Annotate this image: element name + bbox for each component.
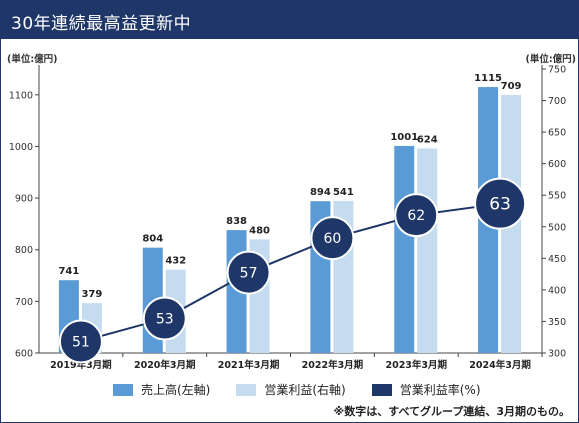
legend-swatch-sales — [113, 383, 133, 396]
right-tick-label-1: 350 — [548, 317, 566, 328]
margin-point-4 — [394, 193, 439, 238]
legend-label-margin: 営業利益率(%) — [399, 383, 481, 397]
legend-item-margin: 営業利益率(%) — [371, 381, 481, 398]
bar-sales-label-4: 1001 — [390, 132, 418, 143]
bar-operating-profit-label-0: 379 — [81, 289, 102, 300]
margin-point-label-2: 57 — [240, 266, 258, 282]
margin-point-label-3: 60 — [324, 231, 342, 247]
x-tick-label-3: 2022年3月期 — [302, 359, 364, 371]
left-tick-label-4: 1000 — [9, 142, 33, 153]
legend-label-operating-profit: 営業利益(右軸) — [264, 383, 346, 397]
right-tick-label-7: 650 — [548, 128, 566, 139]
bar-sales-label-1: 804 — [142, 234, 163, 245]
legend-item-sales: 売上高(左軸) — [113, 381, 210, 398]
left-tick-label-3: 900 — [15, 194, 33, 205]
left-tick-label-2: 800 — [15, 245, 33, 256]
legend-swatch-operating-profit — [236, 383, 257, 396]
legend-swatch-margin — [371, 383, 392, 396]
margin-point-label-0: 51 — [72, 335, 90, 351]
margin-point-label-1: 53 — [156, 312, 174, 328]
margin-point-label-4: 62 — [407, 208, 425, 224]
x-tick-label-2: 2021年3月期 — [218, 359, 280, 371]
right-tick-label-3: 450 — [548, 254, 566, 265]
right-axis-unit: (単位:億円) — [526, 53, 576, 65]
margin-point-5 — [474, 177, 527, 230]
x-tick-label-4: 2023年3月期 — [385, 359, 447, 371]
right-tick-label-2: 400 — [548, 285, 566, 296]
footnote: ※数字は、すべてグループ連結、3月期のもの。 — [333, 405, 570, 418]
right-tick-label-0: 300 — [548, 349, 566, 360]
right-tick-label-8: 700 — [548, 96, 566, 107]
left-tick-label-1: 700 — [15, 297, 33, 308]
x-tick-label-5: 2024年3月期 — [469, 359, 531, 371]
bar-sales-label-5: 1115 — [474, 73, 502, 84]
bar-sales-label-3: 894 — [310, 187, 331, 198]
bar-operating-profit-label-5: 709 — [501, 81, 522, 92]
chart-area: (単位:億円) (単位:億円) 600 700 800 900 1000 1100 300 350… — [7, 53, 576, 371]
bar-operating-profit-label-2: 480 — [249, 225, 270, 236]
legend: 売上高(左軸) 営業利益(右軸) 営業利益率(%) — [113, 381, 507, 398]
margin-point-label-5: 63 — [489, 195, 511, 215]
legend-label-sales: 売上高(左軸) — [141, 383, 211, 397]
bar-operating-profit-4 — [417, 148, 438, 353]
chart-title: 30年連続最高益更新中 — [11, 14, 192, 34]
bar-sales-label-2: 838 — [226, 216, 247, 227]
margin-point-0 — [58, 319, 103, 364]
bar-operating-profit-label-3: 541 — [333, 187, 354, 198]
bar-sales-4 — [394, 145, 415, 353]
margin-point-2 — [226, 250, 271, 295]
bar-operating-profit-label-1: 432 — [165, 256, 186, 267]
bar-operating-profit-label-4: 624 — [417, 135, 438, 146]
margin-point-3 — [310, 216, 355, 261]
right-tick-label-9: 750 — [548, 65, 566, 76]
right-tick-label-5: 550 — [548, 191, 566, 202]
x-tick-label-1: 2020年3月期 — [134, 359, 196, 371]
left-axis-unit: (単位:億円) — [7, 53, 57, 65]
chart-header: 30年連続最高益更新中 — [1, 1, 578, 39]
bar-sales-label-0: 741 — [58, 266, 79, 277]
left-tick-label-5: 1100 — [9, 90, 33, 101]
left-tick-label-0: 600 — [15, 349, 33, 360]
right-tick-label-4: 500 — [548, 222, 566, 233]
margin-point-1 — [142, 296, 187, 341]
legend-item-operating-profit: 営業利益(右軸) — [236, 381, 346, 398]
x-tick-label-0: 2019年3月期 — [50, 359, 112, 371]
right-tick-label-6: 600 — [548, 159, 566, 170]
